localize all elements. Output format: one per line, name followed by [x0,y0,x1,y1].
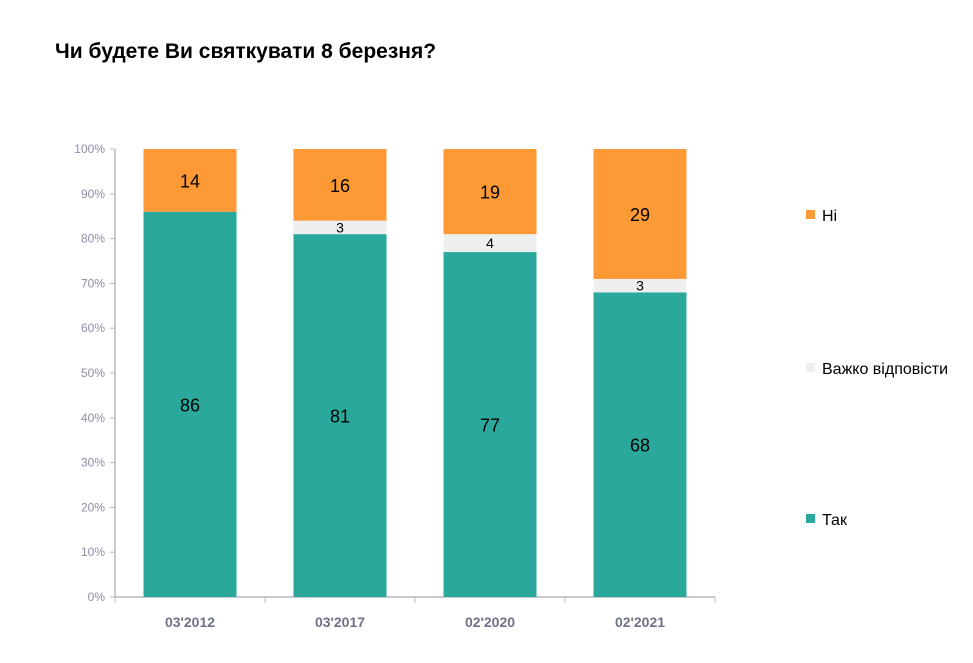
bar-segment [293,149,387,221]
legend-label: Так [822,512,848,529]
bar-segment [593,292,687,597]
y-tick-label: 20% [81,500,105,514]
bar-segment [593,149,687,279]
x-tick-label: 03'2012 [165,614,215,630]
data-label: 68 [630,436,650,456]
bar-segment [443,149,537,235]
y-tick-label: 60% [81,321,105,335]
bar-segment [443,252,537,598]
y-tick-label: 10% [81,545,105,559]
data-label: 4 [486,235,494,251]
data-label: 16 [330,176,350,196]
x-tick-label: 02'2020 [465,614,515,630]
bar-segment [593,278,687,293]
y-tick-label: 90% [81,187,105,201]
legend-label: Важко відповісти [822,361,948,378]
data-label: 77 [480,416,500,436]
legend-label: Ні [822,208,837,225]
bar-segment [143,149,237,212]
x-tick-label: 02'2021 [615,614,665,630]
bar-segment [143,211,237,597]
bar-segment [443,234,537,253]
y-tick-label: 50% [81,366,105,380]
data-label: 86 [180,395,200,415]
chart-title: Чи будете Ви святкувати 8 березня? [55,40,437,63]
data-label: 81 [330,407,350,427]
x-tick-label: 03'2017 [315,614,365,630]
data-label: 3 [336,219,344,235]
bar-segment [293,220,387,235]
data-label: 19 [480,183,500,203]
y-tick-label: 0% [88,590,106,604]
legend-swatch [806,210,815,219]
data-label: 14 [180,171,200,191]
y-tick-label: 30% [81,456,105,470]
y-tick-label: 100% [74,142,105,156]
y-tick-label: 80% [81,232,105,246]
legend-swatch [806,514,815,523]
legend-swatch [806,363,815,372]
data-label: 3 [636,278,644,294]
data-label: 29 [630,205,650,225]
y-tick-label: 40% [81,411,105,425]
y-tick-label: 70% [81,276,105,290]
bar-segment [293,234,387,597]
